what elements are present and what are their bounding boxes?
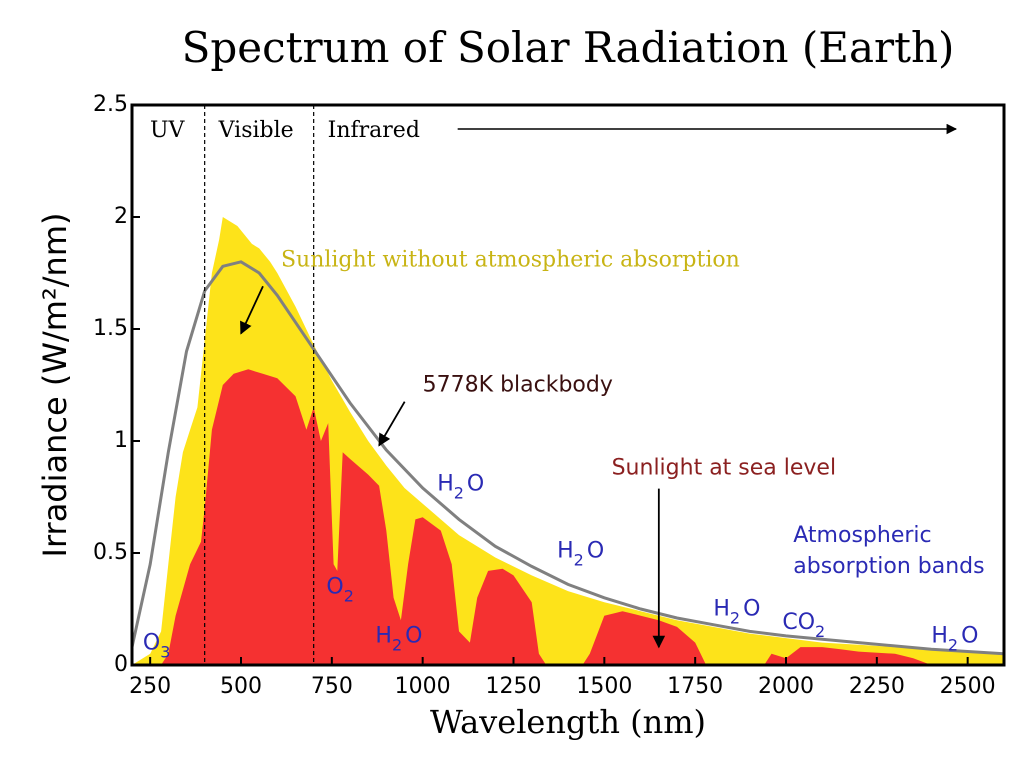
y-tick-label: 1.5 [93,316,128,341]
annotation-atmospheric: Atmospheric [793,523,931,548]
plot-frame [130,103,1006,667]
x-tick-label: 1250 [486,674,542,699]
x-tick-label: 2000 [758,674,814,699]
absorption-band-label: H2 O [713,597,760,628]
x-tick-label: 500 [220,674,262,699]
annotation-sunlight-at-sea-level: Sunlight at sea level [612,456,837,481]
y-tick-label: 0 [114,652,128,677]
absorption-band-label: H2 O [375,624,422,655]
annotation-absorption-bands: absorption bands [793,554,984,579]
y-tick-label: 2 [114,204,128,229]
y-tick-label: 2.5 [93,92,128,117]
annotations: Sunlight without atmospheric absorption 5… [240,247,985,649]
absorption-band-label: O3 [143,630,171,661]
region-label-uv: UV [150,118,186,143]
y-axis-ticks: 0 0.5 1 1.5 2 2.5 [93,92,140,677]
x-tick-label: 250 [129,674,171,699]
region-label-infrared: Infrared [328,118,420,143]
annotation-sunlight-without-atmospheric-absorption: Sunlight without atmospheric absorption [281,247,740,272]
y-tick-label: 0.5 [93,540,128,565]
x-tick-label: 2500 [940,674,996,699]
series-line-5778k-blackbody [132,260,1004,656]
x-tick-label: 2250 [849,674,905,699]
annotation-arrow [378,401,406,447]
annotation-5778k-blackbody: 5778K blackbody [423,373,613,398]
absorption-band-label: O2 [326,574,354,605]
x-tick-label: 1500 [576,674,632,699]
x-tick-label: 1750 [667,674,723,699]
x-axis-ticks: 250 500 750 1000 1250 1500 1750 2000 2250 2500 [129,657,996,699]
absorption-band-label: H2 O [931,624,978,655]
x-tick-label: 750 [311,674,353,699]
plot-area [132,217,1004,665]
absorption-band-label: CO2 [782,610,825,641]
annotation-arrow [240,285,264,335]
region-label-visible: Visible [218,118,294,143]
y-tick-label: 1 [114,428,128,453]
absorption-band-labels: O3 O2 H2 O H2 O H2 O H2 O CO2 H2 O [143,471,978,661]
absorption-band-label: H2 O [437,471,484,502]
absorption-band-label: H2 O [557,538,604,569]
spectral-regions: UV Visible Infrared [150,105,958,665]
series-area-sunlight-at-sea-level [161,369,932,665]
y-axis-label: Irradiance (W/m²/nm) [36,213,74,558]
chart-title: Spectrum of Solar Radiation (Earth) [182,23,955,72]
x-axis-label: Wavelength (nm) [430,703,706,741]
x-tick-label: 1000 [395,674,451,699]
